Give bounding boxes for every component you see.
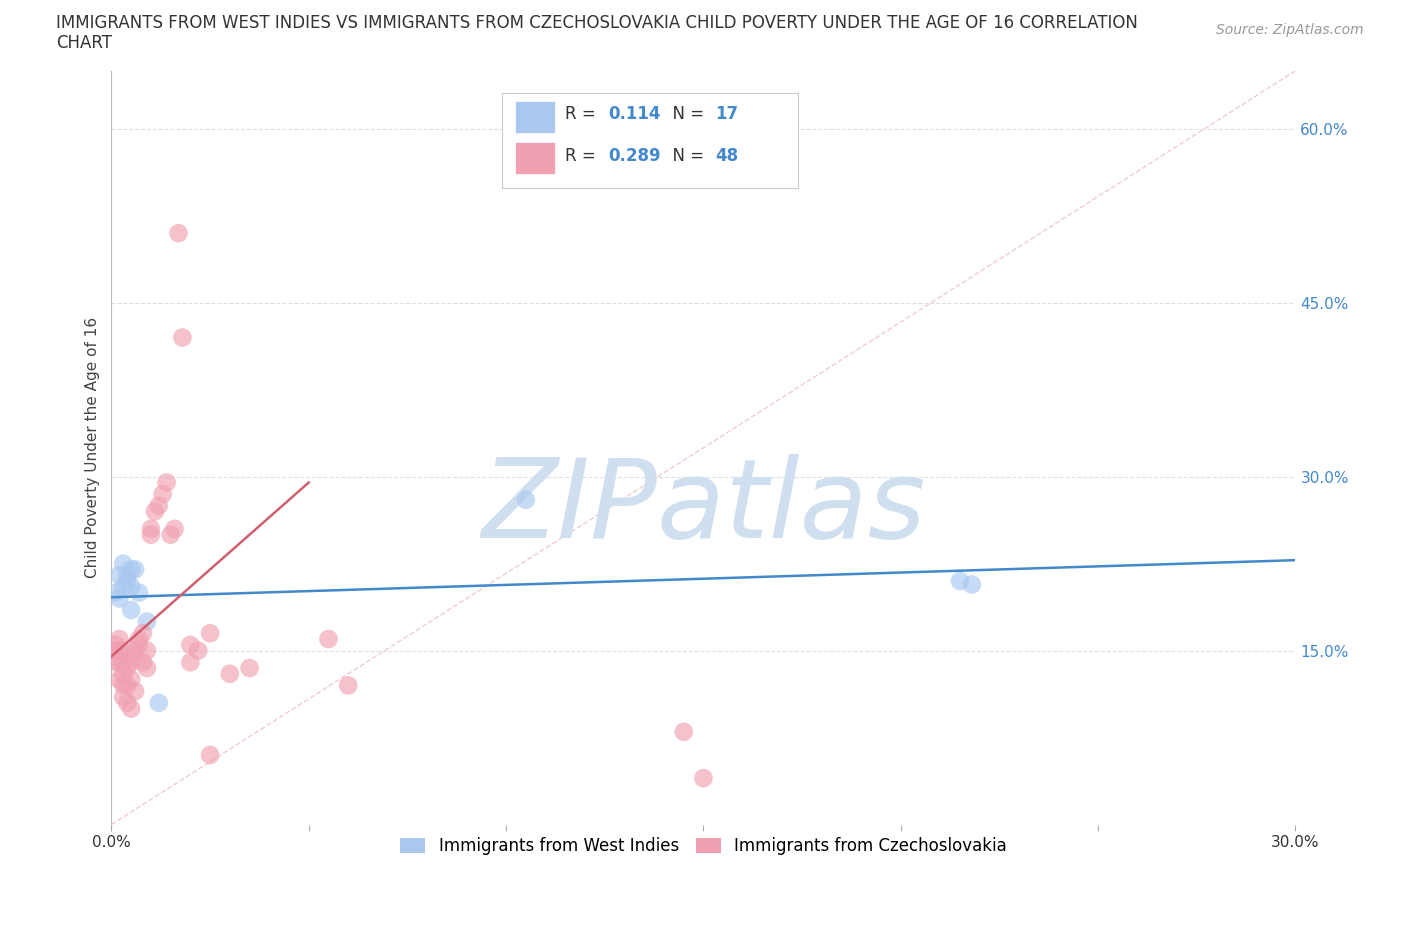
- FancyBboxPatch shape: [515, 142, 555, 174]
- Point: [115, 696, 138, 711]
- Text: N =: N =: [662, 147, 710, 165]
- Point: [198, 748, 221, 763]
- Point: [159, 527, 181, 542]
- Point: [108, 591, 131, 605]
- Point: [179, 637, 201, 652]
- Point: [112, 579, 135, 594]
- Point: [120, 603, 142, 618]
- Point: [115, 678, 138, 693]
- Point: [112, 655, 135, 670]
- Legend: Immigrants from West Indies, Immigrants from Czechoslovakia: Immigrants from West Indies, Immigrants …: [394, 830, 1014, 861]
- Point: [179, 655, 201, 670]
- Point: [692, 771, 714, 786]
- Point: [112, 644, 135, 658]
- Point: [104, 585, 127, 600]
- FancyBboxPatch shape: [502, 93, 799, 188]
- Text: 0.289: 0.289: [609, 147, 661, 165]
- Point: [108, 644, 131, 658]
- Point: [128, 585, 150, 600]
- Point: [132, 626, 155, 641]
- Text: CHART: CHART: [56, 34, 112, 52]
- Text: 48: 48: [716, 147, 738, 165]
- Point: [187, 644, 209, 658]
- Point: [108, 655, 131, 670]
- Point: [112, 667, 135, 682]
- Point: [949, 574, 972, 589]
- Point: [163, 522, 186, 537]
- Point: [120, 701, 142, 716]
- Point: [124, 644, 146, 658]
- Point: [120, 672, 142, 687]
- Point: [148, 498, 170, 513]
- Point: [112, 556, 135, 571]
- Point: [136, 644, 159, 658]
- Point: [104, 637, 127, 652]
- Text: 0.114: 0.114: [609, 105, 661, 123]
- Point: [120, 562, 142, 577]
- Point: [115, 660, 138, 675]
- Point: [124, 562, 146, 577]
- Point: [167, 226, 190, 241]
- Point: [104, 655, 127, 670]
- Text: ZIPatlas: ZIPatlas: [481, 455, 925, 562]
- Point: [136, 614, 159, 629]
- Point: [139, 527, 162, 542]
- Point: [337, 678, 360, 693]
- Point: [120, 579, 142, 594]
- Point: [108, 672, 131, 687]
- Point: [115, 568, 138, 583]
- Y-axis label: Child Poverty Under the Age of 16: Child Poverty Under the Age of 16: [86, 317, 100, 578]
- Point: [156, 475, 179, 490]
- Point: [148, 696, 170, 711]
- Point: [198, 626, 221, 641]
- Point: [112, 678, 135, 693]
- Point: [128, 631, 150, 646]
- Point: [143, 504, 166, 519]
- Point: [128, 637, 150, 652]
- Point: [672, 724, 695, 739]
- Point: [124, 649, 146, 664]
- Text: IMMIGRANTS FROM WEST INDIES VS IMMIGRANTS FROM CZECHOSLOVAKIA CHILD POVERTY UNDE: IMMIGRANTS FROM WEST INDIES VS IMMIGRANT…: [56, 14, 1137, 32]
- Point: [218, 667, 240, 682]
- Point: [124, 684, 146, 698]
- Point: [960, 578, 983, 592]
- Point: [136, 660, 159, 675]
- Point: [108, 631, 131, 646]
- Point: [132, 655, 155, 670]
- Point: [238, 660, 260, 675]
- Point: [318, 631, 340, 646]
- Point: [108, 568, 131, 583]
- Text: R =: R =: [565, 147, 600, 165]
- Point: [115, 574, 138, 589]
- Point: [515, 492, 537, 507]
- Point: [139, 522, 162, 537]
- Point: [104, 644, 127, 658]
- Point: [152, 486, 174, 501]
- Text: R =: R =: [565, 105, 600, 123]
- Text: Source: ZipAtlas.com: Source: ZipAtlas.com: [1216, 23, 1364, 37]
- Text: N =: N =: [662, 105, 710, 123]
- Point: [172, 330, 194, 345]
- Text: 17: 17: [716, 105, 738, 123]
- Point: [112, 689, 135, 704]
- FancyBboxPatch shape: [515, 101, 555, 133]
- Point: [120, 655, 142, 670]
